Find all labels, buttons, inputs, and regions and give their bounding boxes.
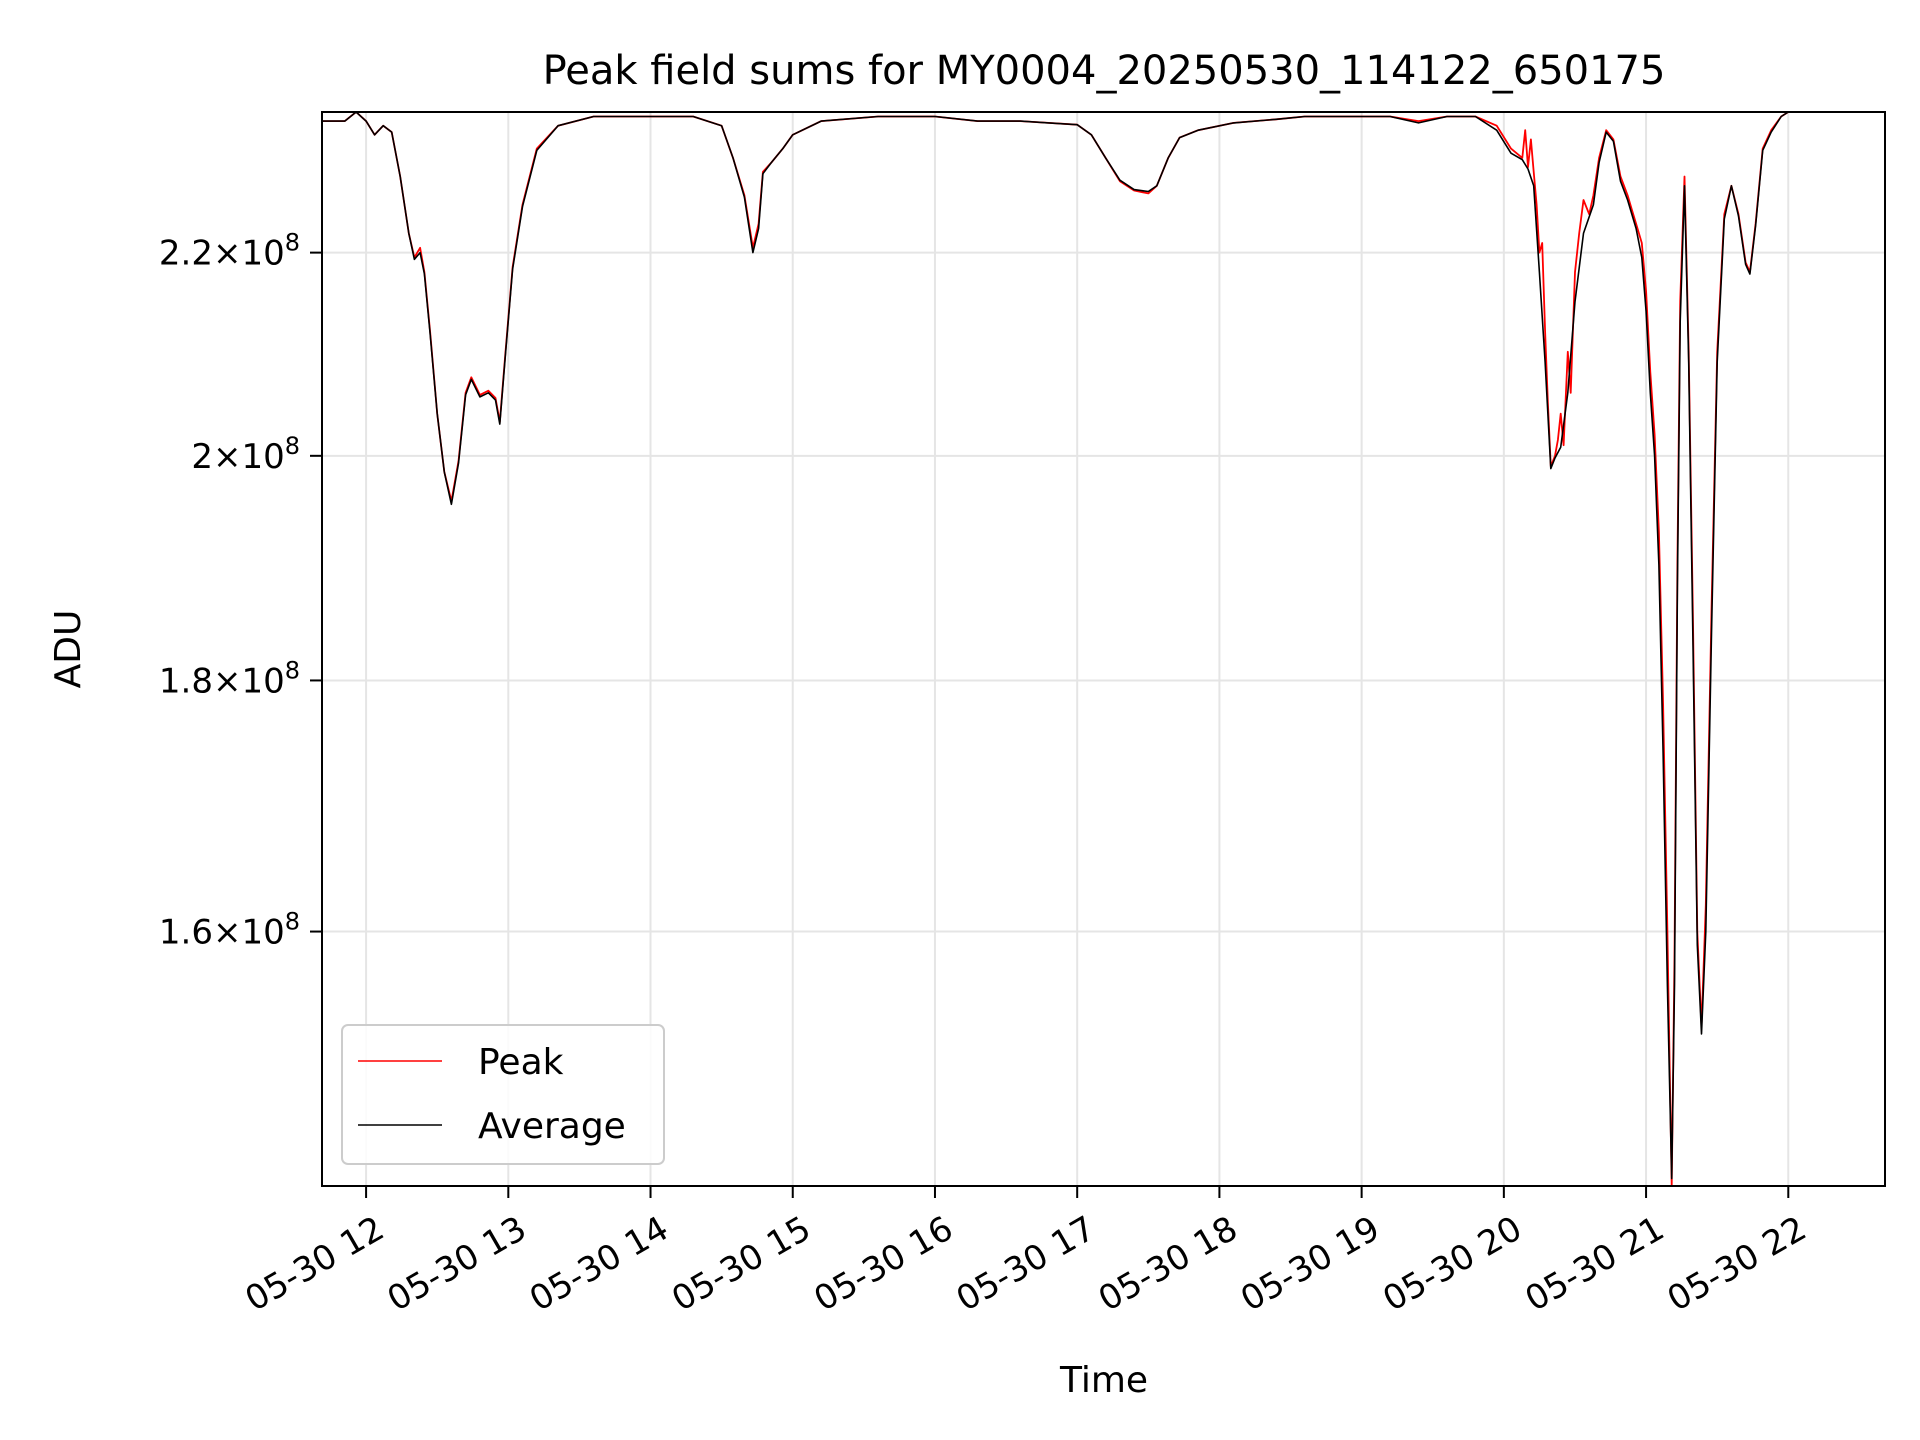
chart-title: Peak field sums for MY0004_20250530_1141… bbox=[543, 48, 1666, 94]
y-tick-label: 1.8×108 bbox=[159, 656, 300, 701]
x-axis-label: Time bbox=[1059, 1360, 1148, 1401]
y-tick-label: 2.2×108 bbox=[159, 229, 300, 274]
series-line-average bbox=[322, 112, 1789, 1180]
legend-label-average: Average bbox=[478, 1106, 626, 1147]
plot-frame bbox=[321, 111, 1886, 1187]
series-layer bbox=[322, 112, 1789, 1186]
grid-lines bbox=[322, 112, 1885, 1186]
legend-label-peak: Peak bbox=[478, 1042, 564, 1083]
y-axis-ticks: 1.6×108 1.8×108 2×108 2.2×108 bbox=[159, 229, 322, 953]
legend-box bbox=[341, 1024, 665, 1165]
y-tick-label: 2×108 bbox=[191, 432, 300, 477]
y-axis-label: ADU bbox=[48, 610, 89, 689]
legend: Peak Average bbox=[341, 1024, 665, 1165]
y-tick-label: 1.6×108 bbox=[159, 908, 300, 953]
